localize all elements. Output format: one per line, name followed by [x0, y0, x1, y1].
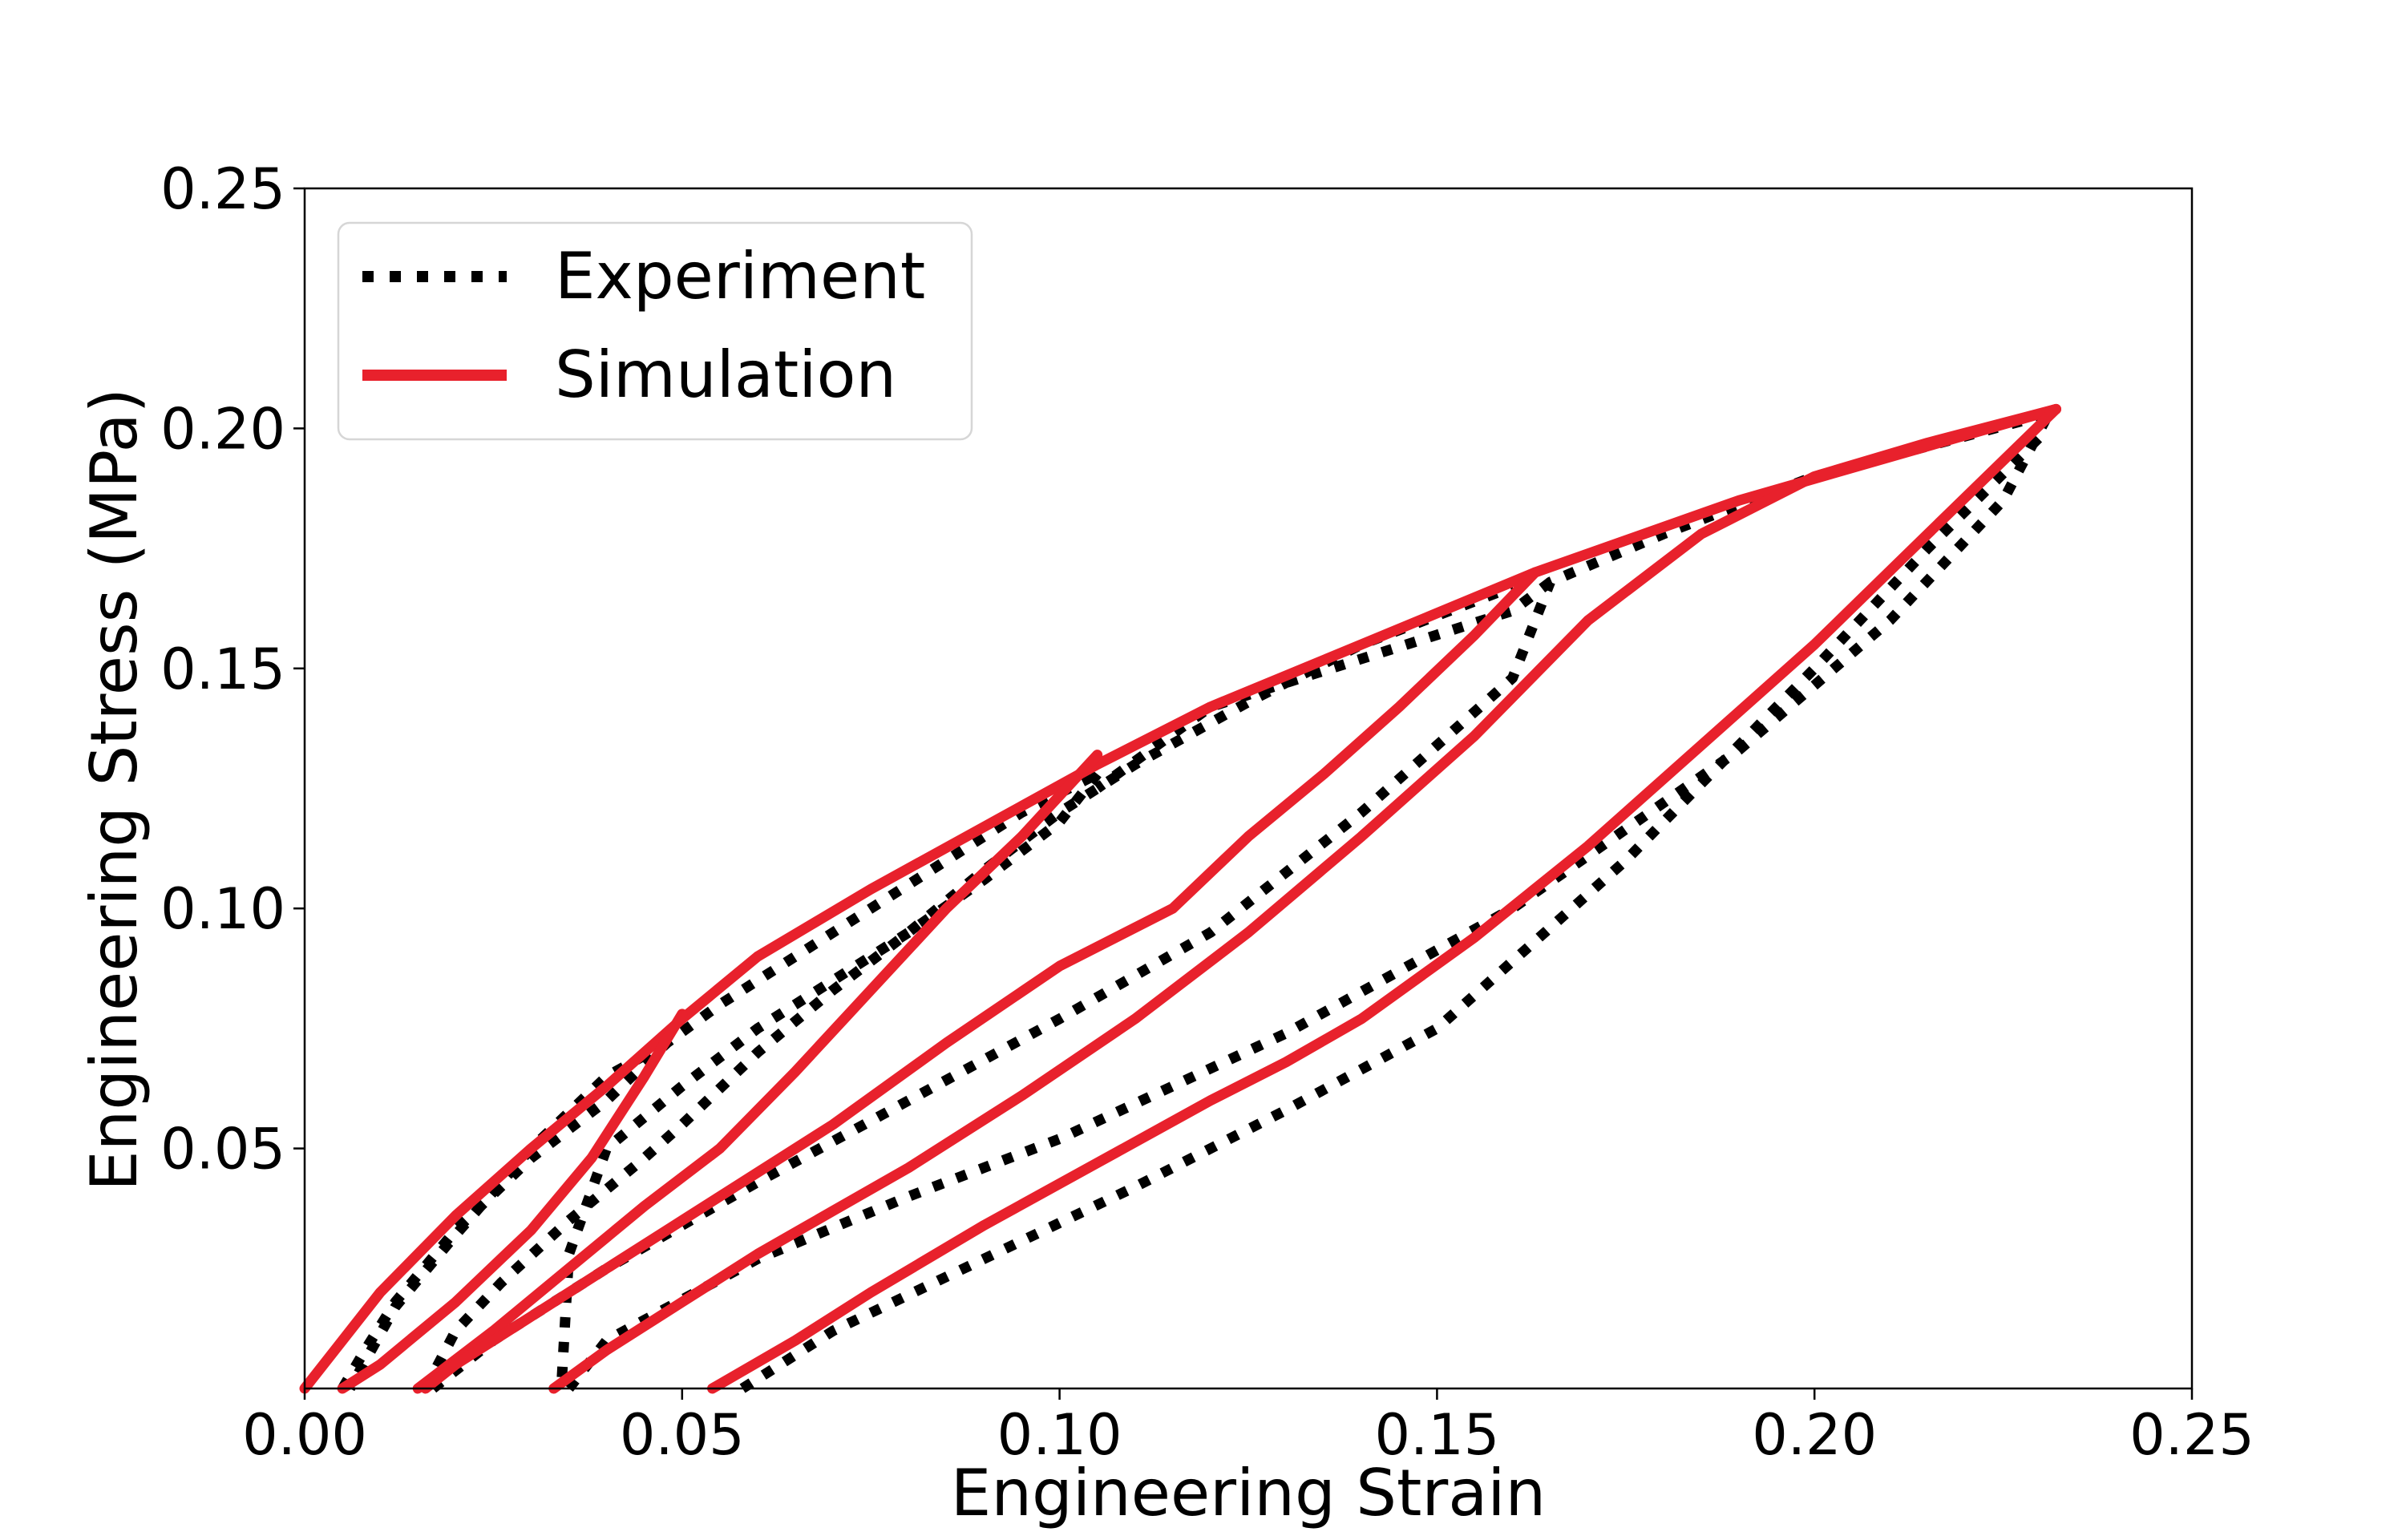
legend-frame — [337, 221, 973, 441]
plot-content — [299, 403, 2061, 1394]
y-tick-label: 0.20 — [160, 396, 285, 462]
plot-frame — [303, 187, 2194, 1390]
x-tick-label: 0.10 — [997, 1402, 1122, 1468]
x-tick-label: 0.05 — [620, 1402, 745, 1468]
legend-simulation-label: Simulation — [555, 338, 896, 412]
experiment-curve-6 — [1094, 577, 1554, 793]
legend-experiment-label: Experiment — [555, 239, 925, 313]
x-tick-label: 0.25 — [2129, 1402, 2254, 1468]
x-tick-label: 0.15 — [1374, 1402, 1499, 1468]
experiment-curve-8 — [739, 424, 2052, 1393]
series-simulation — [299, 403, 2061, 1394]
y-tick-label: 0.05 — [160, 1117, 285, 1182]
legend: Experiment Simulation — [337, 221, 973, 441]
experiment-curve-5 — [430, 409, 2050, 1393]
y-tick-label: 0.15 — [160, 637, 285, 702]
x-tick-label: 0.20 — [1752, 1402, 1877, 1468]
simulation-curve-1 — [299, 403, 2061, 1394]
y-axis-ticks: 0.05 0.10 0.15 0.20 0.25 — [160, 156, 305, 1182]
y-tick-label: 0.10 — [160, 876, 285, 942]
y-tick-label: 0.25 — [160, 156, 285, 222]
x-tick-label: 0.00 — [242, 1402, 367, 1468]
experiment-curve-4 — [556, 770, 1102, 1389]
x-axis-ticks: 0.00 0.05 0.10 0.15 0.20 0.25 — [242, 1388, 2254, 1468]
y-axis-label: Engineering Stress (MPa) — [77, 388, 152, 1191]
simulation-curve-5 — [548, 403, 2061, 1394]
x-axis-label: Engineering Strain — [951, 1456, 1546, 1530]
simulation-curve-6 — [707, 403, 2061, 1394]
simulation-curve-4 — [420, 567, 1541, 1394]
simulation-curve-2 — [337, 1008, 688, 1394]
experiment-curve-7 — [564, 411, 2053, 1392]
simulation-curve-3 — [412, 750, 1103, 1394]
experiment-curve-3 — [420, 581, 1514, 1392]
